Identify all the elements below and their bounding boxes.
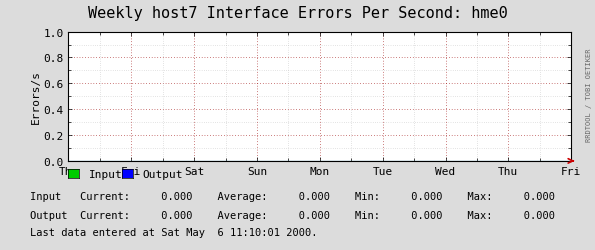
Text: Output  Current:     0.000    Average:     0.000    Min:     0.000    Max:     0: Output Current: 0.000 Average: 0.000 Min… (30, 210, 555, 220)
Text: Weekly host7 Interface Errors Per Second: hme0: Weekly host7 Interface Errors Per Second… (87, 6, 508, 21)
Text: Output: Output (143, 169, 183, 179)
Text: Input   Current:     0.000    Average:     0.000    Min:     0.000    Max:     0: Input Current: 0.000 Average: 0.000 Min:… (30, 191, 555, 201)
Text: RRDTOOL / TOBI OETIKER: RRDTOOL / TOBI OETIKER (586, 48, 592, 142)
Text: Input: Input (89, 169, 123, 179)
Y-axis label: Errors/s: Errors/s (30, 70, 40, 124)
Text: Last data entered at Sat May  6 11:10:01 2000.: Last data entered at Sat May 6 11:10:01 … (30, 228, 317, 237)
